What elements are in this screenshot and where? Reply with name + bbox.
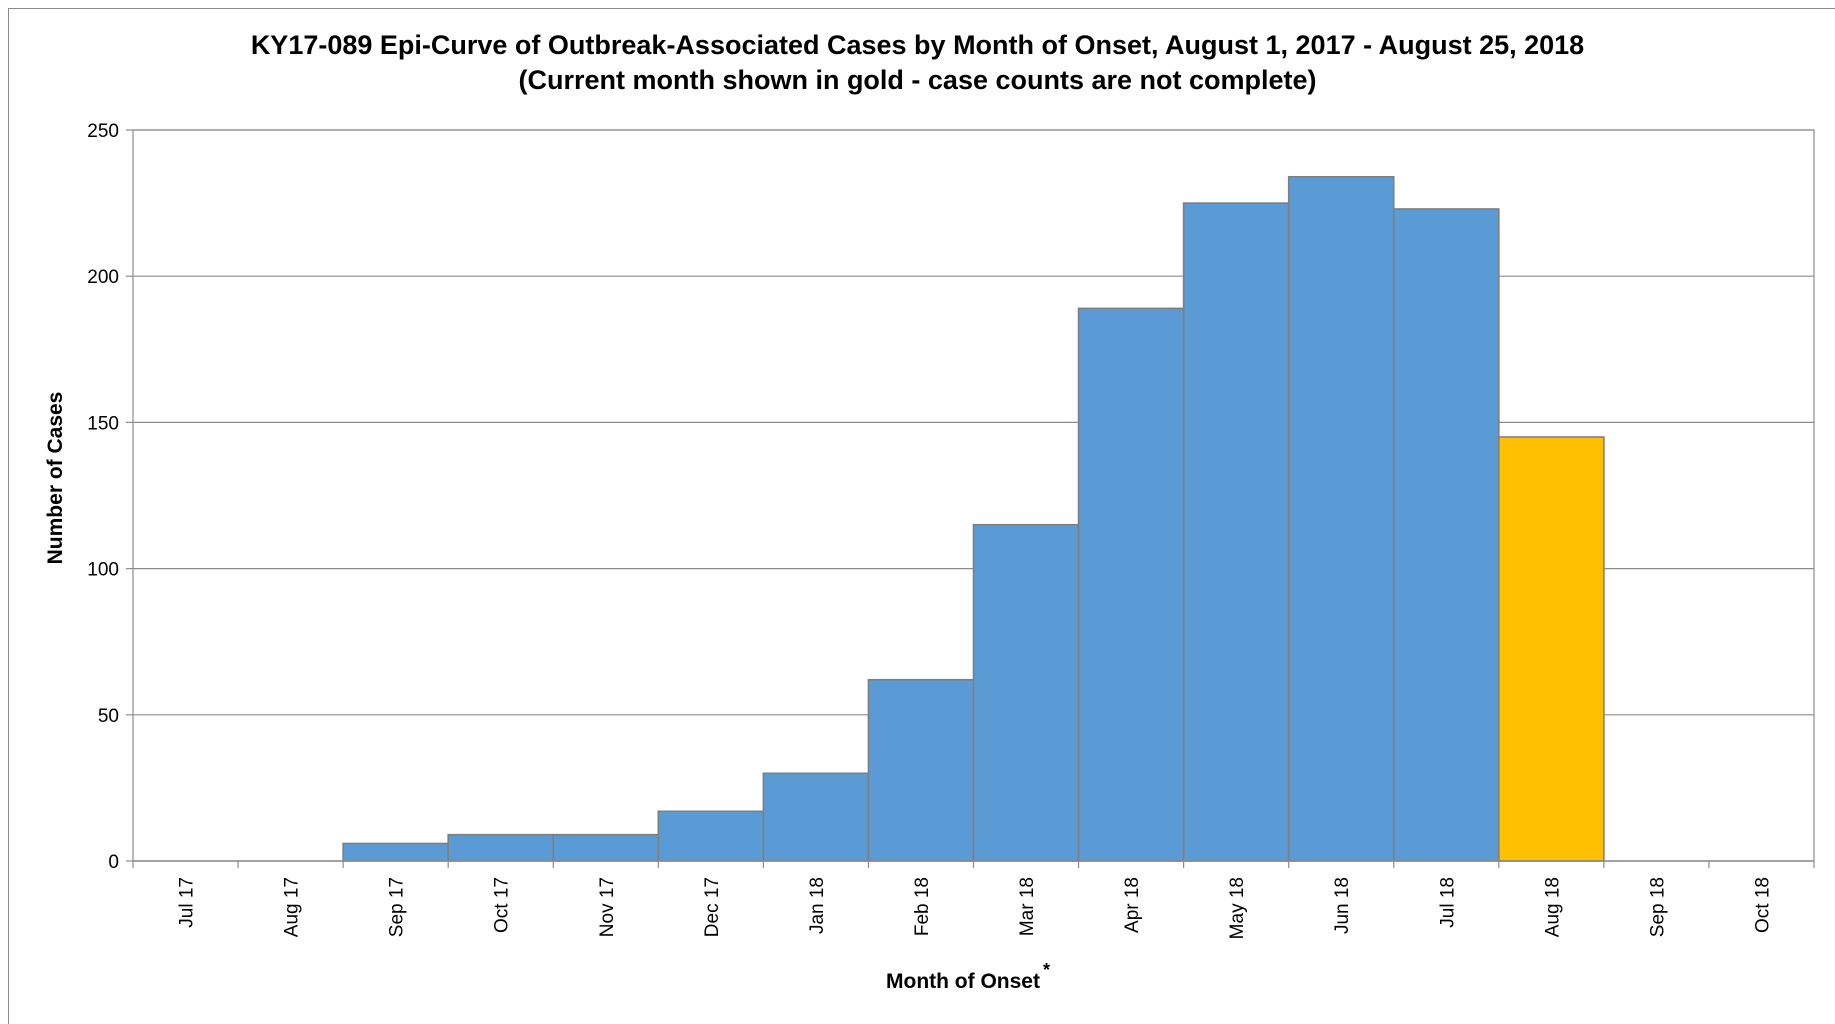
bar-jan-18 bbox=[762, 772, 870, 862]
chart-subtitle: (Current month shown in gold - case coun… bbox=[518, 65, 1317, 95]
x-axis-label-text: Month of Onset bbox=[886, 970, 1040, 993]
x-tick-label-jul-18: Jul 18 bbox=[1437, 877, 1458, 928]
bar-jun-18 bbox=[1287, 175, 1395, 862]
bar-oct-17 bbox=[447, 833, 555, 862]
chart-title-block: KY17-089 Epi-Curve of Outbreak-Associate… bbox=[0, 28, 1835, 98]
y-tick-label-250: 250 bbox=[87, 121, 119, 142]
x-tick-label-feb-18: Feb 18 bbox=[912, 877, 933, 936]
x-tick-label-jan-18: Jan 18 bbox=[807, 877, 828, 934]
y-tick-labels: 0 50 100 150 200 250 bbox=[87, 121, 119, 873]
chart-title: KY17-089 Epi-Curve of Outbreak-Associate… bbox=[250, 30, 1585, 60]
x-tick-label-jun-18: Jun 18 bbox=[1332, 877, 1353, 934]
bar-dec-17 bbox=[657, 810, 765, 862]
chart-frame bbox=[8, 8, 1835, 1024]
x-tick-label-mar-18: Mar 18 bbox=[1017, 877, 1038, 936]
y-tick-label-50: 50 bbox=[98, 706, 119, 727]
bar-feb-18 bbox=[867, 678, 975, 862]
axes bbox=[126, 129, 1815, 868]
bar-nov-17 bbox=[552, 833, 660, 862]
bars bbox=[342, 175, 1605, 862]
x-tick-label-oct-18: Oct 18 bbox=[1752, 877, 1773, 933]
bar-apr-18 bbox=[1077, 307, 1185, 862]
x-tick-label-aug-18: Aug 18 bbox=[1542, 877, 1563, 937]
x-tick-label-aug-17: Aug 17 bbox=[282, 877, 303, 937]
x-tick-label-dec-17: Dec 17 bbox=[702, 877, 723, 937]
x-tick-label-oct-17: Oct 17 bbox=[492, 877, 513, 933]
bar-jul-18 bbox=[1392, 208, 1500, 862]
bar-sep-17 bbox=[342, 842, 449, 862]
x-tick-labels: Jul 17 Aug 17 Sep 17 Oct 17 Nov 17 Dec 17 Jan … bbox=[177, 877, 1774, 939]
y-tick-label-0: 0 bbox=[108, 852, 119, 873]
x-tick-label-sep-17: Sep 17 bbox=[387, 877, 408, 937]
x-tick-label-nov-17: Nov 17 bbox=[597, 877, 618, 937]
y-tick-label-200: 200 bbox=[87, 267, 119, 288]
x-tick-label-sep-18: Sep 18 bbox=[1647, 877, 1668, 937]
bar-aug-18 bbox=[1498, 436, 1605, 862]
y-axis-label: Number of Cases bbox=[44, 392, 67, 565]
bar-mar-18 bbox=[972, 523, 1080, 862]
y-tick-label-150: 150 bbox=[87, 413, 119, 434]
bar-may-18 bbox=[1182, 202, 1290, 862]
y-tick-label-100: 100 bbox=[87, 560, 119, 581]
x-axis-label: Month of Onset * bbox=[886, 960, 1050, 993]
x-tick-label-apr-18: Apr 18 bbox=[1122, 877, 1143, 933]
x-tick-label-may-18: May 18 bbox=[1227, 877, 1248, 939]
x-axis-label-marker: * bbox=[1043, 960, 1050, 980]
x-tick-label-jul-17: Jul 17 bbox=[177, 877, 198, 928]
